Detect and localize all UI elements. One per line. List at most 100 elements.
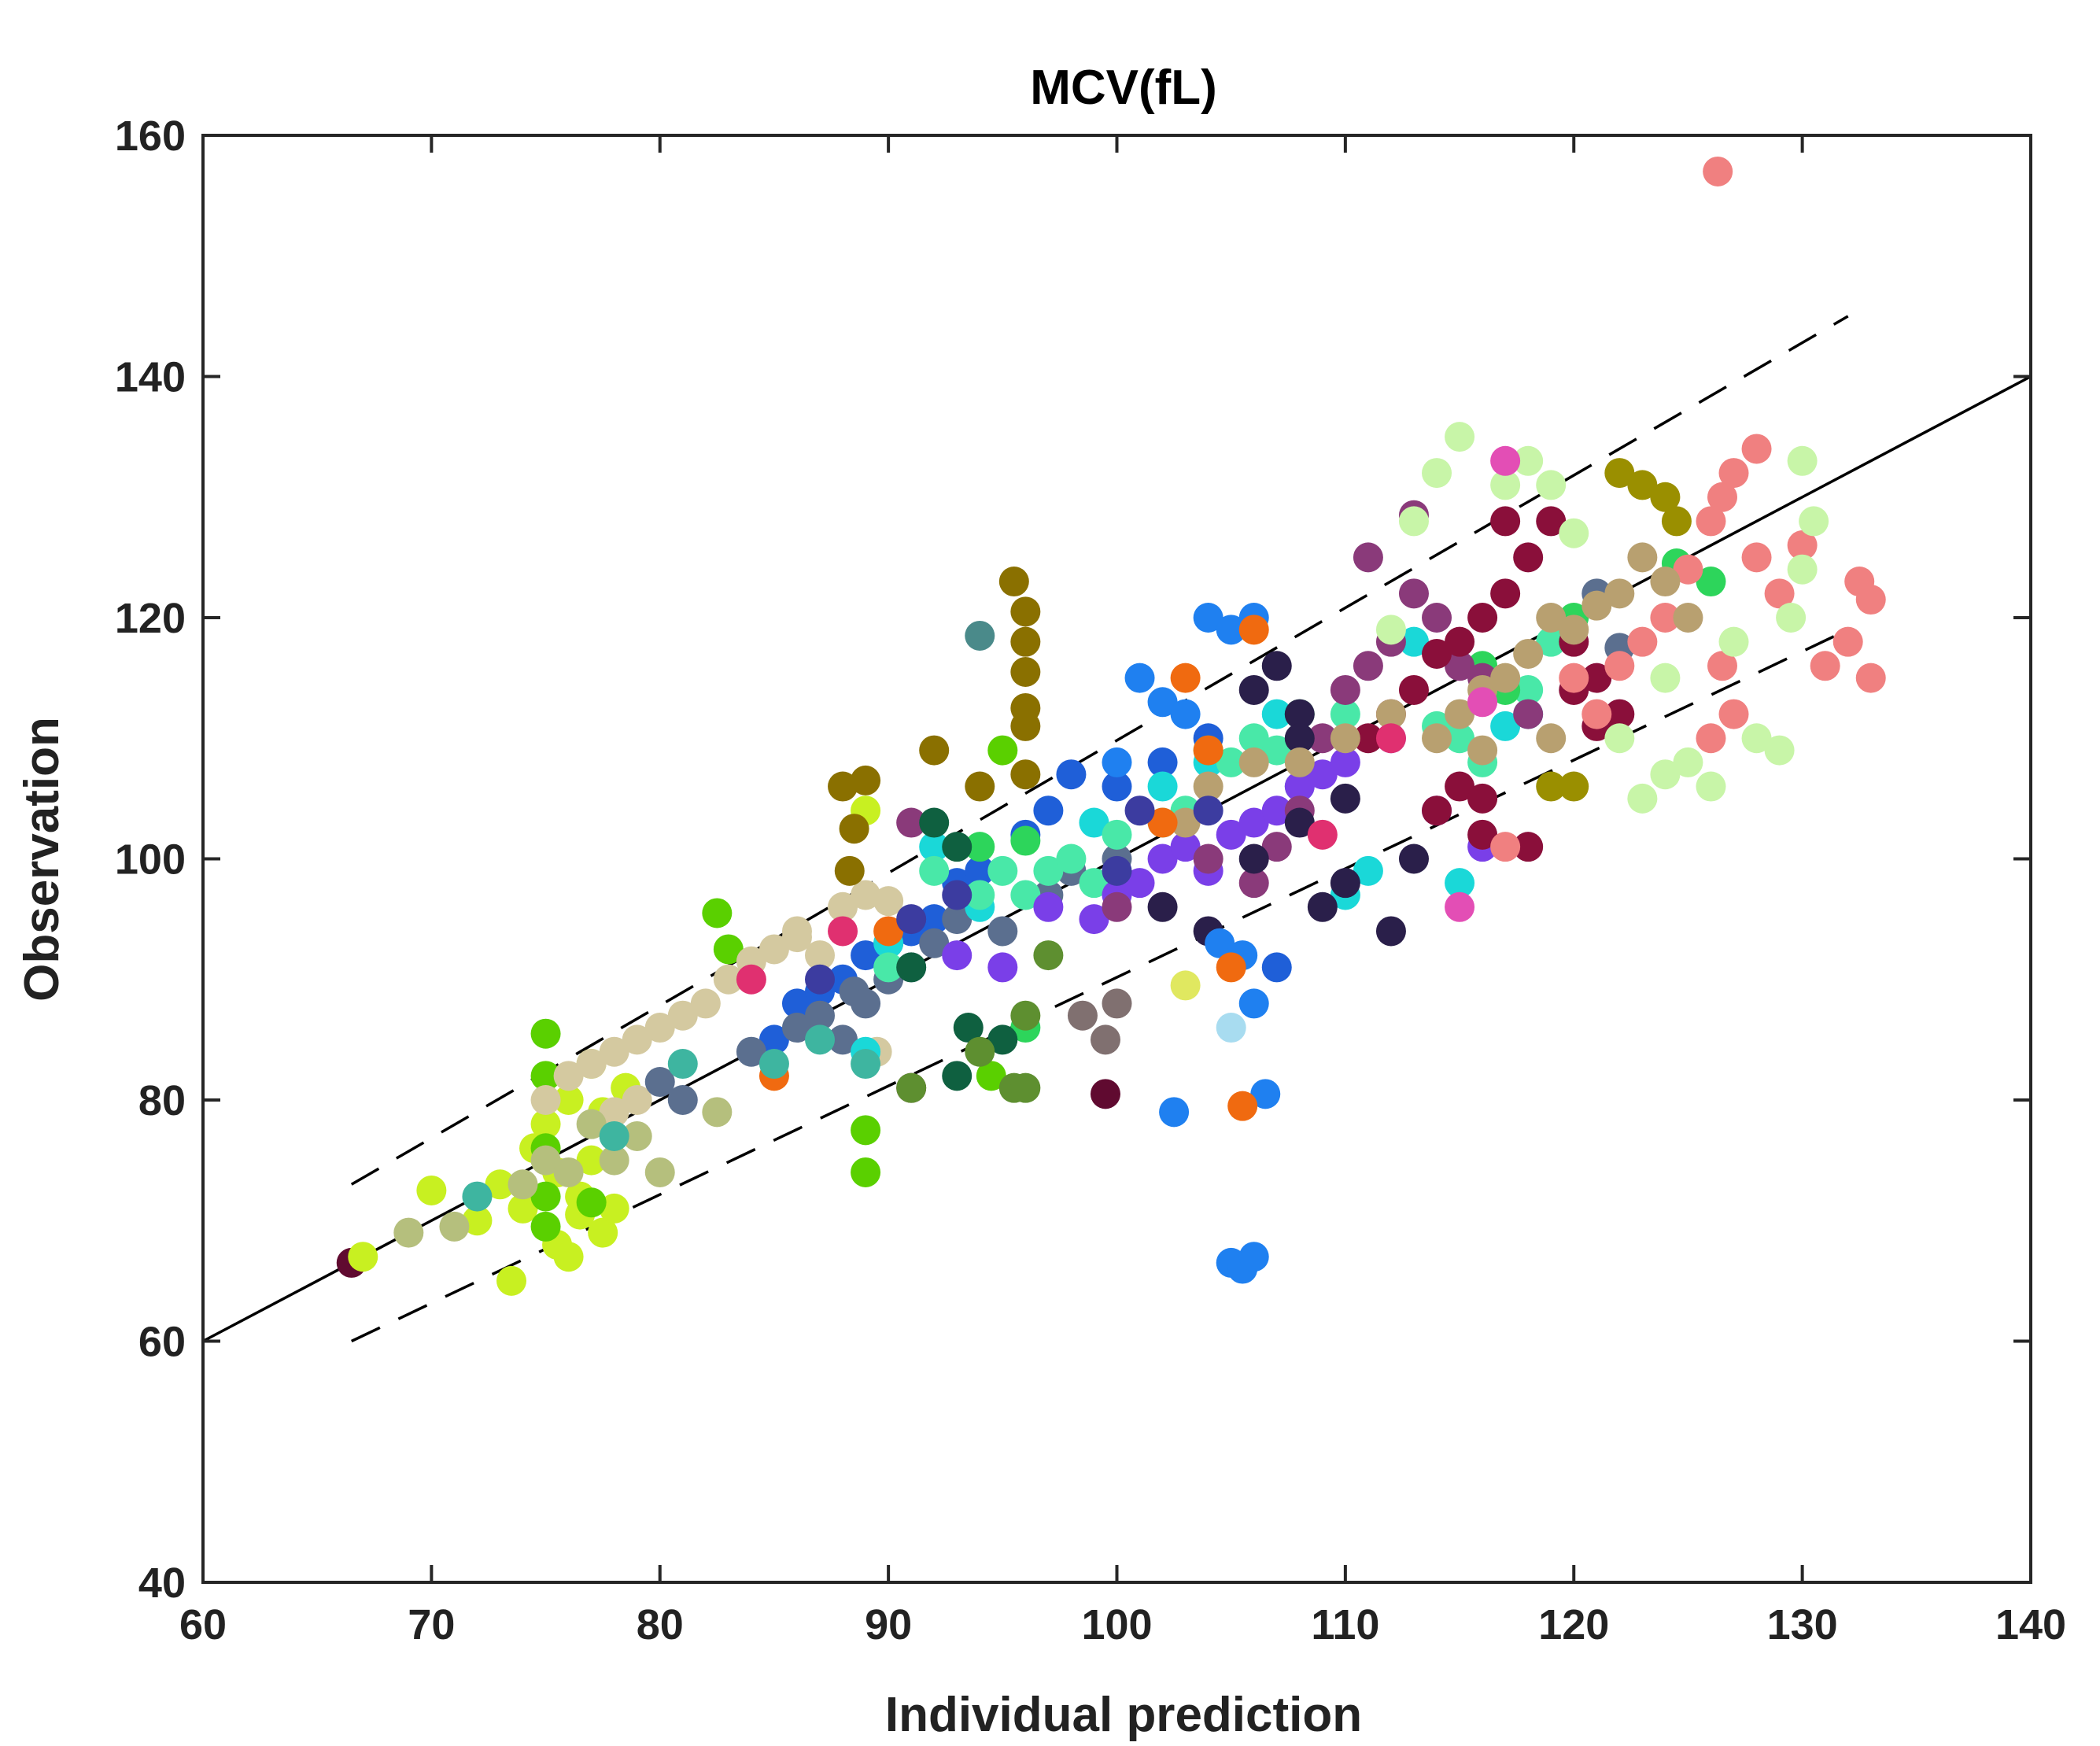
data-point — [1832, 626, 1863, 657]
data-point — [1261, 651, 1292, 681]
data-point — [976, 1061, 1006, 1091]
data-point — [1627, 470, 1658, 500]
data-point — [896, 952, 927, 983]
data-point — [1010, 626, 1041, 657]
data-point — [622, 1085, 652, 1115]
data-point — [1536, 723, 1567, 754]
data-point — [1193, 735, 1223, 766]
data-point — [1650, 663, 1681, 693]
data-point — [1513, 832, 1544, 862]
data-point — [1445, 422, 1475, 452]
data-point — [1490, 711, 1521, 741]
x-tick-label: 140 — [1995, 1601, 2066, 1648]
data-point — [839, 814, 869, 844]
y-axis-label: Observation — [15, 717, 69, 1002]
data-point — [851, 1115, 881, 1146]
series-yellow-green — [348, 795, 881, 1296]
data-point — [1764, 735, 1795, 766]
data-point — [1238, 615, 1269, 645]
data-point — [1799, 506, 1829, 537]
data-point — [1490, 445, 1521, 476]
data-point — [1650, 567, 1681, 597]
x-tick-label: 80 — [637, 1601, 684, 1648]
series-olive-brown — [828, 567, 1041, 886]
data-point — [1536, 626, 1567, 657]
data-point — [1284, 699, 1315, 729]
data-point — [690, 988, 721, 1019]
data-point — [873, 916, 904, 947]
data-point — [1398, 674, 1429, 705]
y-tick-label: 60 — [138, 1319, 186, 1366]
data-point — [1398, 578, 1429, 609]
data-point — [1147, 891, 1178, 922]
data-point — [1490, 506, 1521, 537]
data-point — [1067, 1000, 1098, 1031]
data-point — [1673, 603, 1703, 633]
data-point — [987, 916, 1018, 947]
data-point — [828, 916, 858, 947]
data-point — [439, 1211, 470, 1242]
data-point — [987, 952, 1018, 983]
data-point — [576, 1049, 607, 1080]
data-point — [1559, 771, 1589, 802]
data-point — [1650, 482, 1681, 512]
data-point — [1787, 445, 1818, 476]
data-point — [1147, 747, 1178, 777]
data-point — [1604, 458, 1635, 489]
data-point — [1467, 687, 1498, 718]
data-point — [1559, 663, 1589, 693]
data-point — [805, 1000, 836, 1031]
data-point — [1193, 603, 1223, 633]
series-dark-navy-purple — [1147, 651, 1429, 947]
series-slate-blue — [644, 578, 1635, 1115]
series-tan — [1170, 542, 1703, 838]
data-point — [644, 1013, 675, 1043]
data-point — [1513, 542, 1544, 573]
data-point — [834, 855, 865, 886]
data-point — [873, 886, 904, 917]
data-point — [588, 1217, 618, 1248]
data-point — [851, 1157, 881, 1187]
data-point — [736, 1036, 766, 1067]
x-tick-label: 100 — [1081, 1601, 1152, 1648]
data-point — [896, 904, 927, 935]
data-point — [1330, 674, 1360, 705]
data-point — [1090, 1079, 1120, 1109]
data-point — [1102, 771, 1132, 802]
data-point — [553, 1085, 584, 1115]
data-point — [1855, 585, 1886, 615]
data-point — [702, 1097, 733, 1128]
data-point — [713, 934, 744, 965]
data-point — [1307, 819, 1338, 850]
data-point — [1661, 506, 1692, 537]
x-tick-label: 60 — [179, 1601, 227, 1648]
data-point — [896, 1072, 927, 1103]
data-point — [1102, 988, 1132, 1019]
data-point — [1707, 482, 1737, 512]
x-tick-label: 110 — [1311, 1601, 1379, 1648]
data-point — [1422, 603, 1452, 633]
data-point — [1855, 663, 1886, 693]
data-point — [1627, 783, 1658, 814]
data-point — [1102, 855, 1132, 886]
data-point — [896, 807, 927, 838]
data-point — [1010, 656, 1041, 687]
data-point — [1445, 626, 1475, 657]
data-point — [758, 934, 789, 965]
data-point — [1604, 723, 1635, 754]
series-sea-green — [462, 1024, 881, 1212]
data-point — [530, 1061, 561, 1091]
data-point — [1056, 843, 1087, 874]
data-point — [781, 1013, 812, 1043]
data-point — [713, 964, 744, 995]
data-point — [758, 1024, 789, 1055]
data-point — [1033, 795, 1064, 826]
data-point — [1490, 832, 1521, 862]
x-axis-ticks: 60 70 80 90 100 110 120 130 140 — [179, 135, 2066, 1648]
data-point — [942, 904, 972, 935]
data-point — [1330, 699, 1360, 729]
reference-line-upper-bound — [350, 315, 1849, 1186]
data-point — [1353, 723, 1383, 754]
data-point — [1536, 470, 1567, 500]
